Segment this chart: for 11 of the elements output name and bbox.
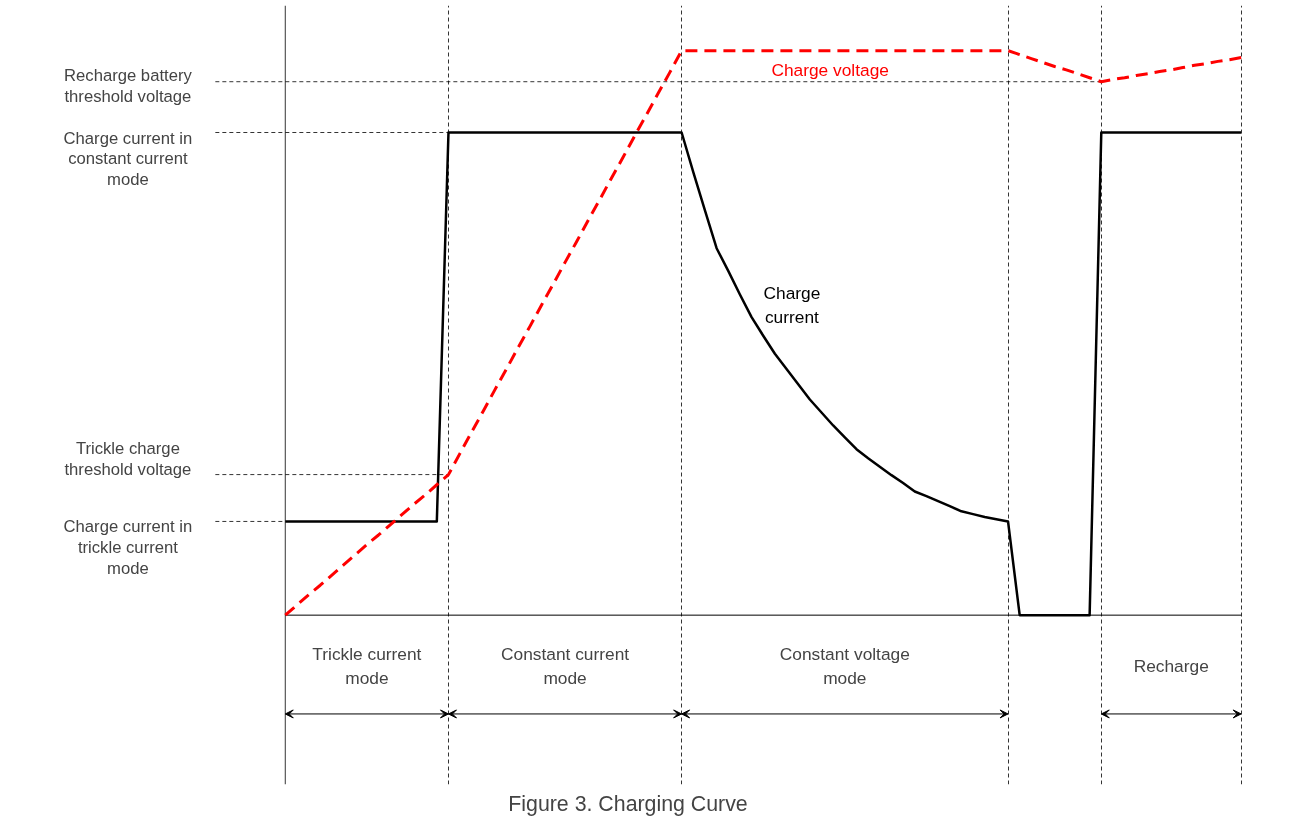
text: Constant current mode [501,643,630,688]
series-label: Charge current [763,282,821,327]
text: Figure 3. Charging Curve [508,791,748,816]
ref-line-label: Trickle charge threshold voltage [64,438,192,479]
text: Recharge [1133,655,1209,676]
series-label: Charge voltage [771,60,889,81]
text: Constant voltage mode [779,643,910,688]
ref-line-label: Recharge battery threshold voltage [64,65,193,106]
ref-line-label: Charge current in trickle current mode [63,517,193,579]
text: Trickle current mode [312,643,422,688]
ref-line-label: Charge current in constant current mode [63,128,193,190]
